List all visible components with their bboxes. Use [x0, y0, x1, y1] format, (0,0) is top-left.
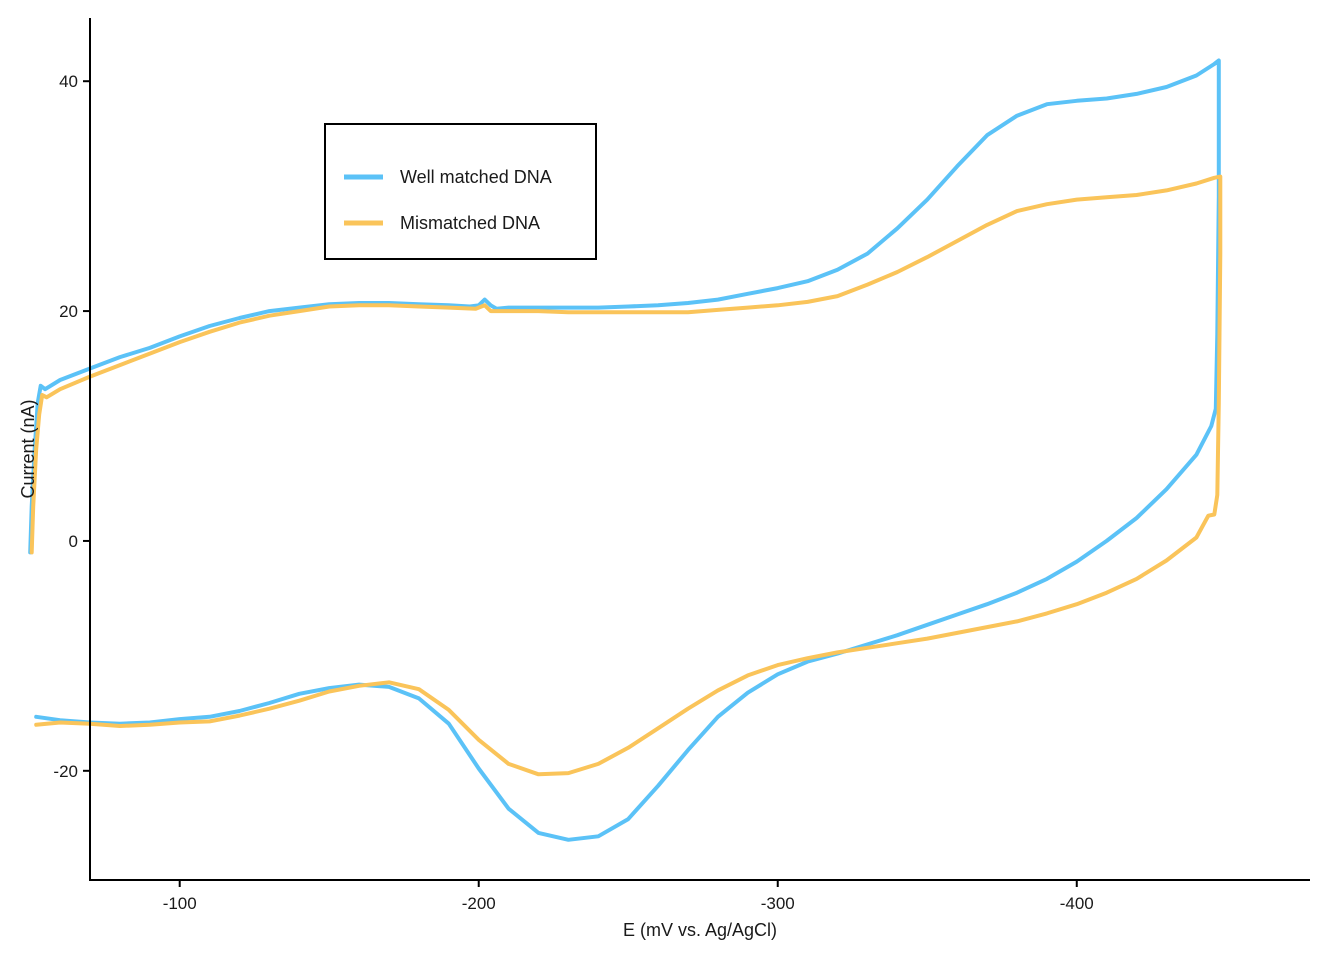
plot-lines — [28, 58, 1223, 842]
x-axis-title: E (mV vs. Ag/AgCl) — [623, 920, 777, 940]
x-tick-label: -100 — [163, 894, 197, 913]
legend: Well matched DNA Mismatched DNA — [324, 123, 597, 260]
legend-label-well-matched: Well matched DNA — [400, 167, 552, 187]
legend-box — [324, 123, 597, 260]
series-line-well-matched — [28, 58, 1221, 842]
x-tick-label: -300 — [761, 894, 795, 913]
x-ticks: -100 -200 -300 -400 — [163, 880, 1094, 913]
x-tick-label: -200 — [462, 894, 496, 913]
y-tick-label: -20 — [53, 762, 78, 781]
y-tick-label: 20 — [59, 302, 78, 321]
series-line-mismatched — [29, 174, 1223, 777]
y-ticks: -20 0 20 40 — [53, 72, 90, 781]
y-tick-label: 40 — [59, 72, 78, 91]
legend-label-mismatched: Mismatched DNA — [400, 213, 540, 233]
y-axis-title: Current (nA) — [18, 399, 38, 498]
x-tick-label: -400 — [1060, 894, 1094, 913]
y-tick-label: 0 — [69, 532, 78, 551]
